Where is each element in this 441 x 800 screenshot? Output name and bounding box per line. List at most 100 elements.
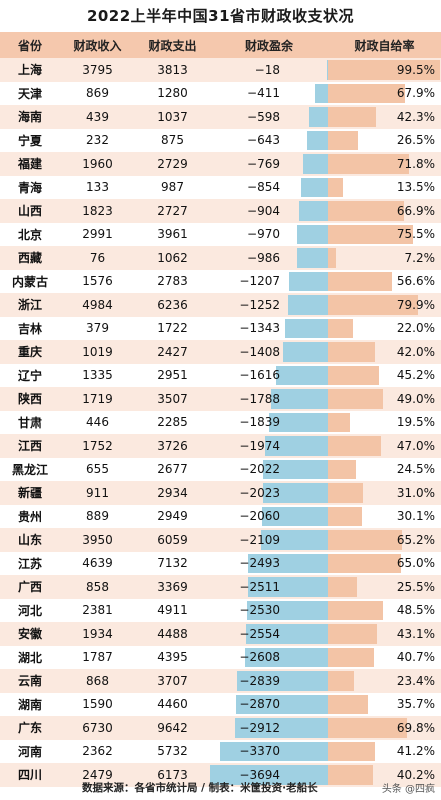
ratio-value: 25.5% — [396, 579, 435, 594]
expense-cell: 2729 — [157, 156, 188, 171]
surplus-cell: −769 — [210, 152, 328, 176]
ratio-cell: 19.5% — [328, 411, 441, 435]
table-row: 重庆 1019 2427 −1408 42.0% — [0, 340, 441, 364]
footer-source: 数据来源：各省市统计局 / 制表：米筐投资·老船长 — [82, 782, 318, 794]
surplus-value: −643 — [247, 133, 280, 148]
expense-cell: 6236 — [157, 297, 188, 312]
surplus-bar — [247, 600, 328, 620]
surplus-cell: −2608 — [210, 646, 328, 670]
ratio-value: 19.5% — [396, 415, 435, 430]
income-cell: 2991 — [82, 227, 113, 242]
surplus-cell: −1408 — [210, 340, 328, 364]
ratio-value: 26.5% — [396, 133, 435, 148]
income-cell: 446 — [86, 415, 109, 430]
surplus-value: −1252 — [239, 297, 280, 312]
ratio-cell: 79.9% — [328, 293, 441, 317]
expense-cell: 5732 — [157, 744, 188, 759]
surplus-cell: −3370 — [210, 740, 328, 764]
ratio-cell: 69.8% — [328, 716, 441, 740]
surplus-bar — [307, 130, 328, 150]
surplus-bar — [263, 459, 328, 479]
surplus-value: −854 — [247, 180, 280, 195]
surplus-cell: −598 — [210, 105, 328, 129]
income-cell: 379 — [86, 321, 109, 336]
table-row: 宁夏 232 875 −643 26.5% — [0, 128, 441, 152]
table-row: 江西 1752 3726 −1974 47.0% — [0, 434, 441, 458]
surplus-bar — [248, 553, 328, 573]
table-row: 青海 133 987 −854 13.5% — [0, 175, 441, 199]
income-cell: 2479 — [82, 767, 113, 782]
surplus-value: −2023 — [239, 485, 280, 500]
income-cell: 655 — [86, 462, 109, 477]
surplus-value: −411 — [247, 86, 280, 101]
surplus-bar — [296, 248, 328, 268]
expense-cell: 9642 — [157, 720, 188, 735]
province-cell: 湖北 — [17, 650, 42, 665]
ratio-cell: 42.0% — [328, 340, 441, 364]
surplus-bar — [220, 741, 328, 761]
ratio-value: 45.2% — [396, 368, 435, 383]
table-row: 陕西 1719 3507 −1788 49.0% — [0, 387, 441, 411]
surplus-value: −2022 — [239, 462, 280, 477]
surplus-bar — [283, 342, 328, 362]
table-row: 天津 869 1280 −411 67.9% — [0, 81, 441, 105]
expense-cell: 2934 — [157, 485, 188, 500]
province-cell: 北京 — [17, 227, 42, 242]
ratio-cell: 65.0% — [328, 552, 441, 576]
ratio-value: 23.4% — [396, 673, 435, 688]
surplus-value: −2870 — [239, 697, 280, 712]
ratio-cell: 56.6% — [328, 270, 441, 294]
surplus-value: −2060 — [239, 509, 280, 524]
ratio-cell: 41.2% — [328, 740, 441, 764]
income-cell: 1019 — [82, 344, 113, 359]
ratio-value: 40.2% — [396, 767, 435, 782]
table-row: 云南 868 3707 −2839 23.4% — [0, 669, 441, 693]
province-cell: 云南 — [17, 674, 42, 689]
ratio-cell: 47.0% — [328, 434, 441, 458]
province-cell: 新疆 — [17, 486, 42, 501]
ratio-bar — [328, 271, 392, 291]
surplus-cell: −2870 — [210, 693, 328, 717]
ratio-bar — [328, 553, 402, 573]
surplus-bar — [299, 201, 328, 221]
province-cell: 海南 — [17, 110, 42, 125]
surplus-bar — [269, 412, 328, 432]
surplus-cell: −2912 — [210, 716, 328, 740]
table-title: 2022上半年中国31省市财政收支状况 — [86, 7, 355, 25]
table-row: 内蒙古 1576 2783 −1207 56.6% — [0, 269, 441, 294]
table-row: 浙江 4984 6236 −1252 79.9% — [0, 293, 441, 317]
table-row: 北京 2991 3961 −970 75.5% — [0, 222, 441, 246]
province-cell: 贵州 — [17, 509, 42, 524]
ratio-cell: 7.2% — [328, 246, 441, 270]
surplus-cell: −2022 — [210, 458, 328, 482]
ratio-cell: 42.3% — [328, 105, 441, 129]
ratio-value: 43.1% — [396, 626, 435, 641]
ratio-cell: 35.7% — [328, 693, 441, 717]
surplus-bar — [237, 671, 328, 691]
table-row: 上海 3795 3813 −18 99.5% — [0, 58, 441, 82]
income-cell: 1960 — [82, 156, 113, 171]
ratio-value: 65.0% — [396, 556, 435, 571]
table-row: 广西 858 3369 −2511 25.5% — [0, 575, 441, 599]
surplus-value: −1974 — [239, 438, 280, 453]
table-row: 福建 1960 2729 −769 71.8% — [0, 152, 441, 176]
surplus-cell: −2493 — [210, 552, 328, 576]
income-cell: 1590 — [82, 697, 113, 712]
table-row: 海南 439 1037 −598 42.3% — [0, 105, 441, 129]
income-cell: 869 — [86, 86, 109, 101]
income-cell: 133 — [86, 180, 109, 195]
surplus-value: −970 — [247, 227, 280, 242]
ratio-value: 99.5% — [396, 62, 435, 77]
surplus-value: −2608 — [239, 650, 280, 665]
expense-cell: 2677 — [157, 462, 188, 477]
finance-table: 省份 财政收入 财政支出 财政盈余 财政自给率 上海 3795 3813 −18 99.… — [0, 32, 441, 787]
footer: 数据来源：各省市统计局 / 制表：米筐投资·老船长 头条 @四疯 — [0, 775, 441, 800]
ratio-cell: 25.5% — [328, 575, 441, 599]
ratio-value: 71.8% — [396, 156, 435, 171]
expense-cell: 2951 — [157, 368, 188, 383]
surplus-cell: −2554 — [210, 622, 328, 646]
surplus-bar — [247, 577, 328, 597]
ratio-value: 56.6% — [396, 274, 435, 289]
table-row: 黑龙江 655 2677 −2022 24.5% — [0, 457, 441, 482]
province-cell: 宁夏 — [17, 133, 42, 148]
